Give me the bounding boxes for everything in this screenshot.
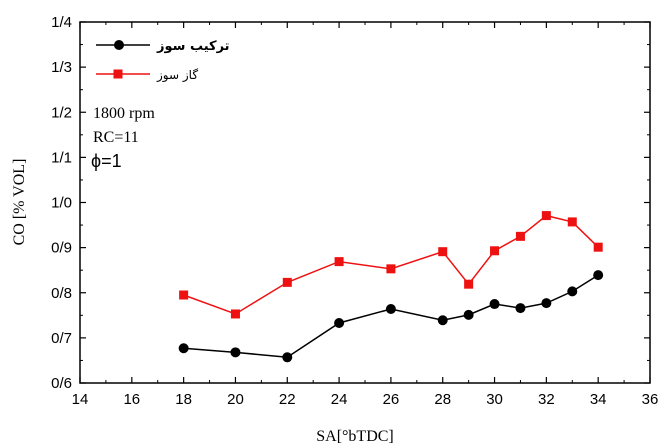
- annotation-compression-ratio: RC=11: [93, 129, 139, 146]
- data-point-series-2: [438, 247, 448, 257]
- y-tick-label: 1/0: [51, 195, 72, 212]
- y-tick-label: 0/6: [51, 375, 72, 392]
- y-tick-label: 1/3: [51, 59, 72, 76]
- data-point-series-2: [567, 217, 577, 227]
- data-point-series-2: [334, 257, 344, 267]
- y-tick-label: 0/9: [51, 240, 72, 257]
- x-tick-label: 36: [642, 391, 659, 408]
- data-point-series-1: [567, 286, 578, 297]
- y-tick-label: 1/1: [51, 149, 72, 166]
- data-point-series-1: [463, 309, 474, 320]
- data-point-series-1: [489, 299, 500, 310]
- annotation-rpm: 1800 rpm: [93, 105, 155, 122]
- data-point-series-1: [437, 315, 448, 326]
- data-point-series-1: [385, 303, 396, 314]
- legend-label-series-1: ترکیب سوز: [156, 39, 230, 54]
- data-point-series-1: [334, 317, 345, 328]
- x-tick-label: 28: [434, 391, 451, 408]
- x-axis-title: SA[°bTDC]: [316, 428, 394, 445]
- y-tick-label: 0/8: [51, 285, 72, 302]
- legend-marker-series-2: [113, 69, 123, 79]
- x-tick-label: 22: [279, 391, 296, 408]
- data-point-series-2: [230, 309, 240, 319]
- legend-marker-series-1: [114, 40, 124, 50]
- y-tick-label: 1/2: [51, 104, 72, 121]
- data-point-series-2: [464, 279, 474, 289]
- y-tick-label: 1/4: [51, 14, 72, 31]
- x-tick-label: 34: [590, 391, 607, 408]
- data-point-series-1: [282, 352, 293, 363]
- x-tick-label: 20: [227, 391, 244, 408]
- data-point-series-1: [541, 298, 552, 309]
- data-point-series-2: [179, 290, 189, 300]
- legend-label-series-2: گاز سوز: [156, 68, 198, 83]
- x-tick-label: 24: [331, 391, 348, 408]
- data-point-series-1: [515, 303, 526, 314]
- data-point-series-2: [541, 211, 551, 221]
- y-tick-label: 0/7: [51, 330, 72, 347]
- data-point-series-2: [386, 264, 396, 274]
- x-axis: 14 16 18 20 22 24 26 28 30 32 34 36: [72, 22, 659, 408]
- series-layer: [178, 211, 604, 363]
- x-tick-label: 18: [175, 391, 192, 408]
- data-point-series-2: [515, 231, 525, 241]
- data-point-series-2: [490, 246, 500, 256]
- x-tick-label: 32: [538, 391, 555, 408]
- y-axis-title: CO [% VOL]: [11, 159, 28, 246]
- x-tick-label: 26: [383, 391, 400, 408]
- series-line-1: [183, 274, 599, 359]
- data-point-series-1: [178, 343, 189, 354]
- data-point-series-2: [593, 242, 603, 252]
- x-tick-label: 14: [72, 391, 89, 408]
- y-axis: 0/6 0/7 0/8 0/9 1/0 1/1 1/2 1/3 1/4: [51, 14, 650, 392]
- data-point-series-1: [230, 347, 241, 358]
- data-point-series-2: [282, 277, 292, 287]
- legend: ترکیب سوز گاز سوز: [96, 39, 230, 83]
- annotations: 1800 rpm RC=11 ϕ=1: [91, 105, 155, 171]
- x-tick-label: 16: [123, 391, 140, 408]
- x-tick-label: 30: [486, 391, 503, 408]
- annotation-equivalence-ratio: ϕ=1: [91, 151, 122, 171]
- data-point-series-1: [593, 270, 604, 281]
